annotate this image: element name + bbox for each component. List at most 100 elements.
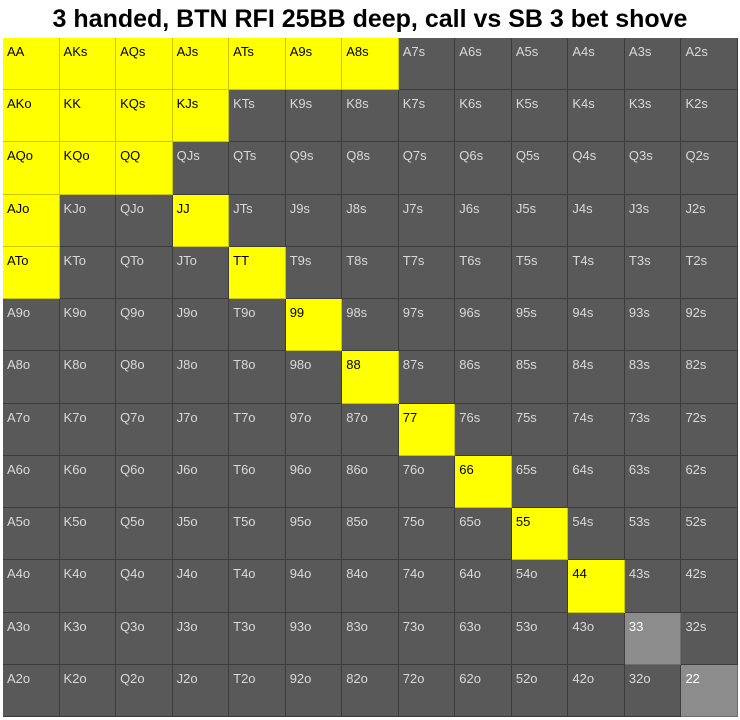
hand-label: A2s <box>685 44 708 59</box>
hand-cell-72s: 72s <box>681 403 738 456</box>
hand-cell-KJo: KJo <box>59 194 117 247</box>
hand-label: A7s <box>402 44 426 59</box>
hand-label: KJo <box>63 200 86 216</box>
hand-label: A6s <box>459 44 482 59</box>
hand-label: J5o <box>176 514 198 530</box>
hand-label: QQ <box>120 148 141 164</box>
hand-cell-43s: 43s <box>624 560 682 613</box>
hand-label: T6s <box>459 252 481 268</box>
hand-cell-K3o: K3o <box>59 612 117 665</box>
hand-label: 85o <box>346 514 368 530</box>
hand-cell-J7s: J7s <box>398 194 456 247</box>
hand-cell-98o: 98o <box>285 351 343 404</box>
hand-label: AKs <box>63 44 88 59</box>
hand-label: 63s <box>628 461 650 477</box>
hand-cell-K9s: K9s <box>285 90 343 143</box>
hand-cell-75o: 75o <box>398 508 456 561</box>
hand-cell-KTs: KTs <box>229 90 286 143</box>
hand-label: Q8o <box>120 357 145 373</box>
hand-label: 43s <box>628 566 650 582</box>
hand-label: ATo <box>7 252 29 268</box>
hand-cell-K6s: K6s <box>455 90 512 143</box>
hand-cell-66: 66 <box>455 455 512 509</box>
hand-label: K5o <box>63 514 87 530</box>
hand-cell-Q3o: Q3o <box>116 612 173 665</box>
hand-label: 53o <box>515 618 538 634</box>
hand-cell-J2s: J2s <box>681 194 738 247</box>
hand-label: T4s <box>572 252 595 268</box>
hand-cell-63o: 63o <box>455 612 512 665</box>
hand-cell-J2o: J2o <box>172 664 230 717</box>
hand-label: Q3o <box>120 618 145 634</box>
hand-cell-62s: 62s <box>681 455 738 509</box>
hand-cell-T5o: T5o <box>229 508 286 561</box>
hand-cell-84s: 84s <box>568 351 625 404</box>
hand-label: 72o <box>402 670 425 686</box>
hand-cell-J6o: J6o <box>172 455 230 509</box>
hand-label: A3o <box>7 618 31 634</box>
hand-cell-J8s: J8s <box>342 194 399 247</box>
hand-label: 52o <box>515 670 538 686</box>
hand-label: A9s <box>289 44 313 59</box>
hand-label: 32o <box>628 670 651 686</box>
hand-label: J5s <box>515 200 537 216</box>
hand-label: T5o <box>233 514 256 530</box>
hand-label: 88 <box>346 357 361 373</box>
hand-cell-KQs: KQs <box>116 90 173 143</box>
hand-cell-82s: 82s <box>681 351 738 404</box>
hand-cell-AJs: AJs <box>172 38 230 91</box>
hand-label: 98s <box>346 305 368 321</box>
hand-cell-Q2o: Q2o <box>116 664 173 717</box>
hand-label: 76o <box>402 461 425 477</box>
hand-label: QJo <box>120 200 144 216</box>
hand-label: T9o <box>233 305 256 321</box>
hand-cell-43o: 43o <box>568 612 625 665</box>
hand-cell-88: 88 <box>342 351 399 404</box>
hand-label: Q2o <box>120 670 145 686</box>
hand-cell-AA: AA <box>3 38 60 91</box>
hand-label: 77 <box>402 409 418 425</box>
hand-label: J2s <box>685 200 706 216</box>
hand-label: A2o <box>7 670 31 686</box>
hand-label: 85s <box>515 357 537 373</box>
hand-cell-65o: 65o <box>455 508 512 561</box>
hand-cell-83s: 83s <box>624 351 682 404</box>
hand-cell-A8s: A8s <box>342 38 399 91</box>
hand-cell-A3s: A3s <box>624 38 682 91</box>
hand-cell-86o: 86o <box>342 455 399 509</box>
hand-cell-22: 22 <box>681 664 738 717</box>
hand-cell-92s: 92s <box>681 299 738 352</box>
hand-label: 74s <box>572 409 594 425</box>
hand-label: KJs <box>176 96 199 112</box>
hand-label: A3s <box>628 44 652 59</box>
hand-cell-K9o: K9o <box>59 299 117 352</box>
hand-cell-85s: 85s <box>511 351 569 404</box>
hand-cell-52o: 52o <box>511 664 569 717</box>
hand-cell-QJo: QJo <box>116 194 173 247</box>
hand-label: K9o <box>63 305 87 321</box>
hand-label: AKo <box>7 96 32 112</box>
hand-cell-J4o: J4o <box>172 560 230 613</box>
hand-cell-K8o: K8o <box>59 351 117 404</box>
hand-cell-A5s: A5s <box>511 38 569 91</box>
hand-label: J6o <box>176 461 198 477</box>
hand-cell-53o: 53o <box>511 612 569 665</box>
hand-cell-98s: 98s <box>342 299 399 352</box>
hand-label: Q3s <box>628 148 653 164</box>
hand-label: 86o <box>346 461 368 477</box>
hand-label: K6s <box>459 96 482 112</box>
hand-label: Q9s <box>289 148 314 164</box>
hand-cell-74s: 74s <box>568 403 625 456</box>
hand-cell-T3o: T3o <box>229 612 286 665</box>
hand-cell-Q7o: Q7o <box>116 403 173 456</box>
hand-cell-AQo: AQo <box>3 142 60 195</box>
hand-label: A5s <box>515 44 539 59</box>
hand-label: K2o <box>63 670 87 686</box>
hand-cell-J6s: J6s <box>455 194 512 247</box>
hand-cell-J9o: J9o <box>172 299 230 352</box>
hand-label: 93o <box>289 618 312 634</box>
hand-cell-AQs: AQs <box>116 38 173 91</box>
hand-cell-Q3s: Q3s <box>624 142 682 195</box>
hand-label: K2s <box>685 96 708 112</box>
hand-label: T3s <box>628 252 651 268</box>
